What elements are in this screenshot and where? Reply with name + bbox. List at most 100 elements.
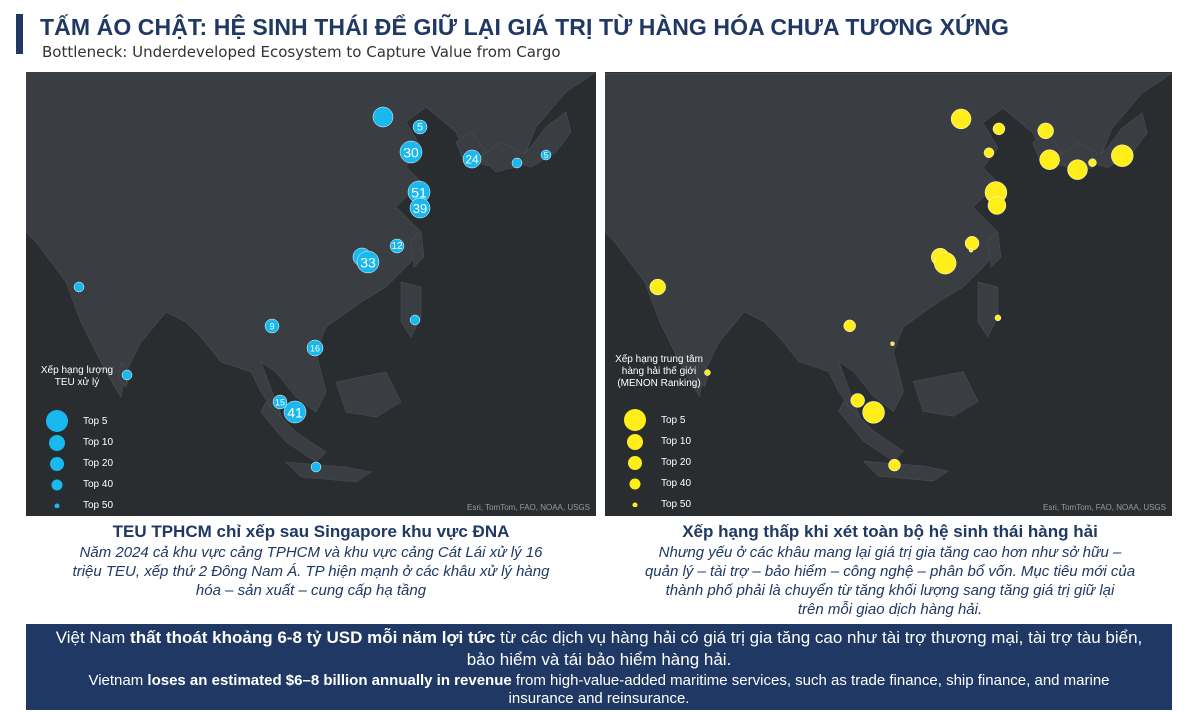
teu-legend-label: Top 20 bbox=[83, 458, 114, 469]
menon-legend-label: Top 10 bbox=[661, 436, 692, 447]
port-bubble bbox=[992, 122, 1006, 136]
right-caption-line: quản lý – tài trợ – bảo hiểm – công nghệ… bbox=[644, 563, 1136, 580]
port-bubble bbox=[968, 247, 974, 253]
menon-legend-label: Top 20 bbox=[661, 457, 692, 468]
legend-bubble-top40 bbox=[51, 479, 63, 491]
title-accent-bar bbox=[16, 14, 23, 54]
left-caption-body: Năm 2024 cả khu vực cảng TPHCM và khu vự… bbox=[26, 543, 596, 600]
port-bubble bbox=[950, 108, 972, 130]
right-caption-title: Xếp hạng thấp khi xét toàn bộ hệ sinh th… bbox=[682, 522, 1098, 541]
key-finding-banner: Việt Nam thất thoát khoảng 6-8 tỷ USD mỗ… bbox=[26, 624, 1172, 710]
port-bubble bbox=[540, 149, 552, 161]
port-bubble bbox=[862, 401, 885, 424]
port-bubble bbox=[283, 400, 307, 424]
menon-map-svg bbox=[605, 72, 1172, 482]
port-bubble bbox=[1037, 122, 1054, 140]
port-bubble bbox=[934, 251, 957, 275]
legend-bubble-top20 bbox=[50, 457, 64, 471]
page-subtitle: Bottleneck: Underdeveloped Ecosystem to … bbox=[42, 43, 561, 61]
port-bubble bbox=[389, 238, 405, 254]
teu-ranking-map: 5 30 24 5 51 39 12 33 9 16 15 41 Xếp hạng lượng TEU… bbox=[26, 72, 596, 516]
menon-legend-title: Xếp hạng trung tâm hàng hải thế giới (ME… bbox=[615, 354, 703, 389]
banner-vi-rest: từ các dịch vụ hàng hải có giá trị gia t… bbox=[466, 628, 1143, 669]
port-bubble bbox=[649, 278, 666, 296]
port-bubble bbox=[704, 369, 711, 376]
banner-english-text: Vietnam loses an estimated $6–8 billion … bbox=[26, 672, 1172, 708]
port-rank-label: 5 bbox=[417, 122, 423, 134]
banner-vi-highlight: thất thoát khoảng 6-8 tỷ USD mỗi năm lợi… bbox=[130, 628, 496, 647]
right-caption-body: Nhưng yếu ở các khâu mang lại giá trị gi… bbox=[600, 543, 1180, 619]
port-bubble bbox=[850, 393, 865, 408]
right-caption-line: Nhưng yếu ở các khâu mang lại giá trị gi… bbox=[658, 544, 1122, 561]
teu-legend-label: Top 5 bbox=[83, 416, 108, 427]
port-bubble bbox=[272, 394, 288, 410]
menon-legend-label: Top 50 bbox=[661, 499, 692, 510]
legend-bubble-top5 bbox=[46, 410, 68, 432]
right-caption-line: thành phố phải là chuyển từ tăng khối lư… bbox=[665, 582, 1115, 599]
legend-bubble-top40 bbox=[629, 478, 641, 490]
legend-bubble-top5 bbox=[624, 409, 646, 431]
port-bubble bbox=[1088, 158, 1097, 167]
port-bubble bbox=[409, 197, 431, 219]
menon-legend-label: Top 5 bbox=[661, 415, 686, 426]
port-bubble bbox=[843, 319, 856, 333]
port-bubble bbox=[1039, 149, 1060, 170]
port-bubble bbox=[511, 157, 523, 169]
port-rank-label: 12 bbox=[391, 241, 403, 252]
port-rank-label: 41 bbox=[287, 405, 303, 421]
banner-vi-prefix: Việt Nam bbox=[55, 628, 131, 647]
map-credit: Esri, TomTom, FAO, NOAA, USGS bbox=[467, 503, 590, 512]
port-rank-label: 24 bbox=[465, 153, 479, 167]
port-bubble bbox=[888, 458, 901, 472]
teu-legend-label: Top 40 bbox=[83, 479, 114, 490]
port-bubble bbox=[964, 236, 980, 251]
port-rank-label: 33 bbox=[360, 255, 376, 271]
page-title: TẤM ÁO CHẬT: HỆ SINH THÁI ĐỂ GIỮ LẠI GIÁ… bbox=[40, 14, 1009, 40]
banner-en-rest: from high-value-added maritime services,… bbox=[508, 672, 1110, 707]
legend-bubble-top50 bbox=[632, 502, 638, 507]
menon-legend-symbols bbox=[624, 409, 646, 507]
port-bubble bbox=[1111, 144, 1134, 167]
teu-legend-title: Xếp hạng lượng TEU xử lý bbox=[40, 365, 114, 388]
port-bubble bbox=[409, 314, 421, 326]
port-bubble bbox=[306, 339, 324, 357]
legend-bubble-top10 bbox=[627, 434, 643, 450]
port-rank-label: 16 bbox=[310, 344, 320, 354]
right-caption-line: trên mỗi giao dịch hàng hải. bbox=[797, 601, 983, 618]
port-bubble bbox=[372, 106, 394, 128]
left-caption-line: Năm 2024 cả khu vực cảng TPHCM và khu vự… bbox=[79, 544, 543, 561]
port-bubble bbox=[73, 281, 85, 293]
port-bubble bbox=[462, 149, 482, 169]
left-caption-line: hóa – sản xuất – cung cấp hạ tầng bbox=[195, 582, 427, 599]
port-rank-label: 51 bbox=[411, 185, 427, 201]
teu-legend-label: Top 10 bbox=[83, 437, 114, 448]
port-rank-label: 30 bbox=[403, 145, 419, 161]
port-bubble bbox=[356, 250, 380, 274]
port-rank-label: 5 bbox=[544, 151, 549, 160]
legend-bubble-top20 bbox=[628, 456, 642, 470]
port-bubble bbox=[399, 140, 423, 164]
port-bubble bbox=[310, 461, 322, 473]
port-rank-label: 39 bbox=[413, 201, 427, 216]
port-bubble bbox=[987, 196, 1007, 215]
port-bubble bbox=[412, 119, 428, 135]
menon-legend-label: Top 40 bbox=[661, 478, 692, 489]
banner-en-prefix: Vietnam bbox=[88, 672, 148, 689]
legend-bubble-top50 bbox=[54, 503, 60, 508]
port-bubble bbox=[890, 341, 895, 346]
legend-bubble-top10 bbox=[49, 435, 65, 451]
port-bubble bbox=[994, 314, 1002, 322]
port-bubble bbox=[1067, 159, 1088, 180]
port-bubble bbox=[983, 147, 995, 158]
left-caption-line: triệu TEU, xếp thứ 2 Đông Nam Á. TP hiện… bbox=[72, 563, 550, 580]
port-rank-label: 9 bbox=[269, 322, 274, 332]
banner-vietnamese-text: Việt Nam thất thoát khoảng 6-8 tỷ USD mỗ… bbox=[26, 627, 1172, 671]
menon-ranking-map: Xếp hạng trung tâm hàng hải thế giới (ME… bbox=[605, 72, 1172, 516]
teu-legend-label: Top 50 bbox=[83, 500, 114, 511]
port-bubble bbox=[121, 369, 133, 381]
teu-legend-symbols bbox=[46, 410, 68, 508]
map-credit: Esri, TomTom, FAO, NOAA, USGS bbox=[1043, 503, 1166, 512]
banner-en-highlight: loses an estimated $6–8 billion annually… bbox=[147, 672, 512, 689]
port-bubble bbox=[264, 318, 280, 334]
